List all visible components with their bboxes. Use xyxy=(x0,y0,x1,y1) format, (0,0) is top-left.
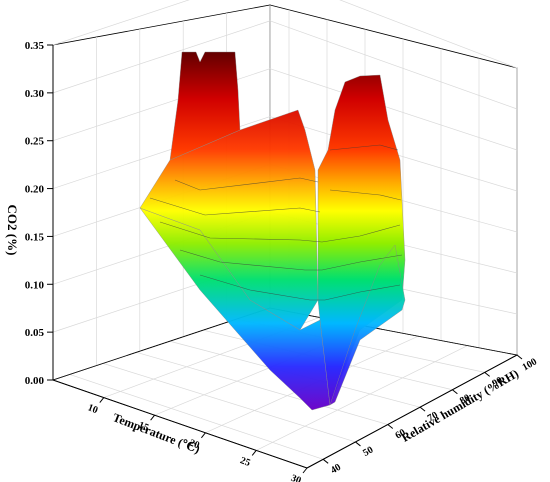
z-tick-label: 0.20 xyxy=(25,184,45,196)
axis-lines xyxy=(52,45,518,469)
z-tick-label: 0.15 xyxy=(25,231,45,243)
x-tick-mark xyxy=(150,414,155,421)
z-tick-label: 0.35 xyxy=(25,40,45,52)
z-tick-label: 0.30 xyxy=(25,88,45,100)
y-tick-label: 40 xyxy=(329,462,343,477)
x-tick-label: 10 xyxy=(86,402,99,416)
y-tick-label: 90 xyxy=(490,375,504,390)
x-tick-mark xyxy=(302,467,308,474)
y-tick-label: 50 xyxy=(361,444,375,459)
y-tick-label: 70 xyxy=(426,410,440,425)
y-tick-mark xyxy=(387,424,394,429)
x-tick-mark xyxy=(99,397,105,403)
z-tick-label: 0.25 xyxy=(25,136,45,148)
y-tick-mark xyxy=(516,354,523,360)
y-tick-label: 60 xyxy=(393,427,407,442)
surface-left-peak xyxy=(169,51,241,161)
surface-right-flank xyxy=(329,244,406,406)
y-tick-mark xyxy=(355,441,361,447)
x-tick-label: 20 xyxy=(188,438,201,452)
y-tick-mark xyxy=(419,406,426,412)
x-tick-label: 15 xyxy=(137,420,150,434)
z-axis-label: CO2 (%) xyxy=(5,205,20,256)
co2-surface xyxy=(139,51,406,411)
y-tick-mark xyxy=(452,389,458,395)
x-axis-label: Temperature (℃) xyxy=(111,410,202,456)
y-tick-mark xyxy=(484,371,491,377)
x-axis-ticks: 10 15 20 25 30 xyxy=(86,397,308,482)
z-tick-label: 0.05 xyxy=(25,327,45,339)
y-tick-label: 80 xyxy=(458,392,472,407)
y-tick-mark xyxy=(322,458,329,464)
x-tick-label: 25 xyxy=(238,455,251,469)
x-tick-label: 30 xyxy=(289,473,302,482)
z-axis-ticks: 0.00 0.05 0.10 0.15 0.20 0.25 0.30 0.35 xyxy=(25,40,53,387)
z-tick-label: 0.10 xyxy=(25,279,45,291)
z-tick-label: 0.00 xyxy=(25,375,45,387)
y-axis-ticks: 40 50 60 70 80 90 100 xyxy=(322,354,539,477)
surface-right-peak xyxy=(317,74,406,406)
y-tick-label: 100 xyxy=(521,356,539,373)
y-axis-label: Relative humidity (%RH) xyxy=(399,366,521,444)
x-tick-mark xyxy=(201,432,206,439)
x-tick-mark xyxy=(251,450,257,456)
